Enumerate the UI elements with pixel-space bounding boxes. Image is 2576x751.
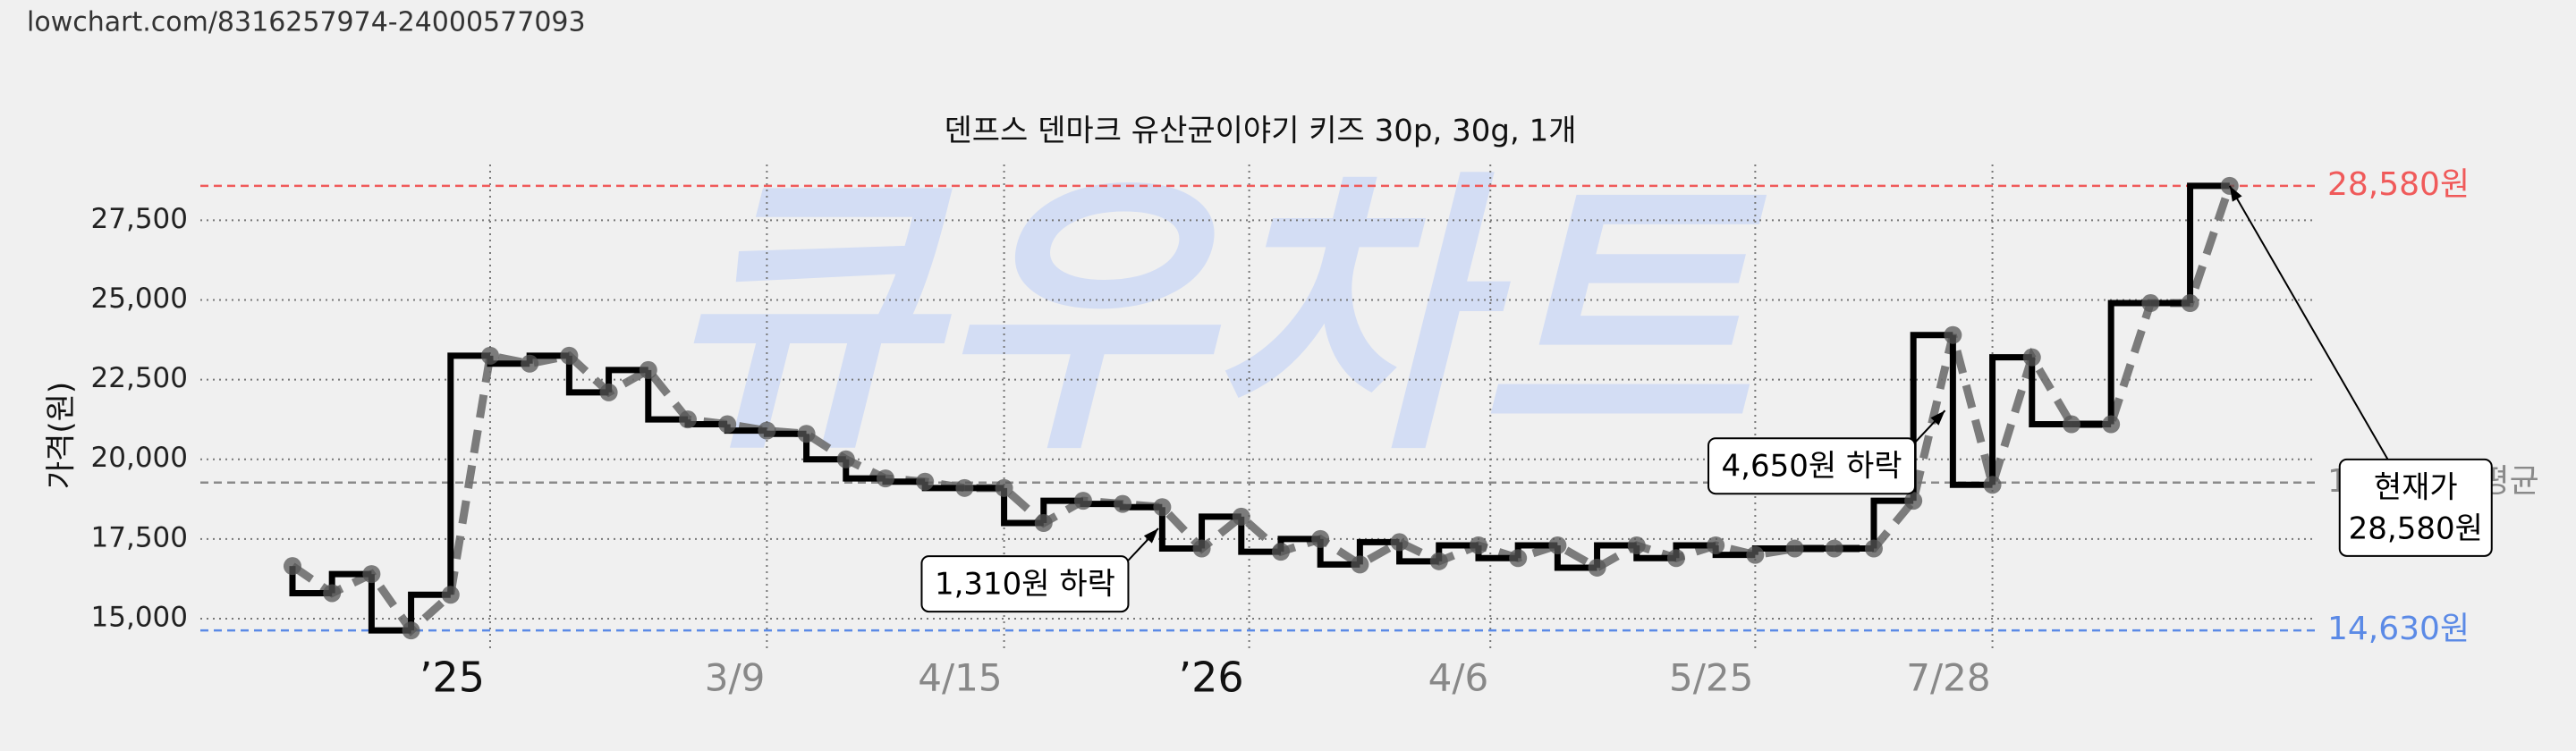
point — [955, 478, 974, 497]
point — [639, 360, 657, 379]
reference-label: 28,580원 — [2327, 166, 2470, 203]
annotation-box — [2338, 458, 2493, 557]
x-tick-label: 5/25 — [1669, 656, 1753, 700]
point — [1271, 543, 1290, 561]
point — [1548, 536, 1567, 554]
annotation-arrow — [2228, 185, 2390, 462]
point — [2181, 294, 2199, 313]
point — [758, 421, 776, 440]
step-segment — [2107, 300, 2151, 425]
annotation-text: 4,650원 하락 — [1722, 449, 1902, 485]
step-segment — [1199, 513, 1241, 549]
point — [1864, 539, 1883, 558]
point — [1666, 549, 1685, 568]
y-tick-label: 25,000 — [91, 283, 188, 315]
step-segment — [1870, 497, 1914, 549]
url: lowchart.com/8316257974-24000577093 — [27, 7, 586, 38]
point — [1034, 514, 1053, 533]
point — [1429, 552, 1448, 570]
point — [2102, 415, 2121, 434]
step-segment — [447, 352, 490, 595]
point — [402, 621, 420, 640]
annotation-box — [920, 555, 1130, 613]
point — [1944, 325, 1962, 344]
step-segment — [1001, 487, 1044, 527]
point — [1232, 507, 1250, 526]
point — [1390, 533, 1409, 552]
point — [599, 383, 618, 401]
point — [1192, 539, 1211, 558]
point — [718, 415, 737, 434]
point — [995, 478, 1013, 497]
point — [521, 354, 539, 373]
step-segment — [1238, 516, 1281, 555]
point — [1627, 536, 1646, 554]
point — [283, 557, 301, 576]
point — [1153, 498, 1172, 517]
y-axis-label: 가격(원) — [44, 382, 80, 489]
point — [560, 346, 579, 365]
watermark: 큐우차트 — [665, 147, 1770, 490]
point — [1469, 536, 1487, 554]
step-segment — [408, 591, 451, 631]
point — [2141, 294, 2160, 313]
point — [678, 410, 697, 429]
point — [1707, 536, 1725, 554]
point — [2062, 415, 2080, 434]
point — [916, 472, 935, 491]
step-segment — [368, 574, 411, 634]
step-segment — [2187, 182, 2230, 304]
point — [1114, 494, 1132, 513]
chart-title: 덴프스 덴마크 유산균이야기 키즈 30p, 30g, 1개 — [945, 114, 1577, 149]
step-segment — [1989, 354, 2032, 485]
point — [1073, 492, 1092, 511]
annotation-text: 현재가 — [2374, 469, 2458, 505]
y-tick-label: 22,500 — [91, 362, 188, 394]
step-segment — [1158, 507, 1202, 553]
step-segment — [565, 355, 609, 396]
annotation-box — [1707, 437, 1917, 495]
annotation-text: 28,580원 — [2349, 511, 2483, 546]
step-segment — [2029, 357, 2072, 428]
annotation-text: 1,310원 하락 — [935, 567, 1115, 603]
point — [1785, 539, 1804, 558]
step-segment — [289, 566, 333, 596]
point — [1509, 549, 1528, 568]
y-tick-label: 20,000 — [91, 442, 188, 474]
step-segment — [645, 369, 688, 423]
x-tick-label: ’26 — [1178, 654, 1243, 702]
point — [876, 469, 894, 488]
point — [1904, 492, 1923, 511]
point — [1588, 558, 1606, 577]
step-segment — [1949, 334, 1993, 488]
point — [797, 425, 816, 443]
point — [480, 346, 499, 365]
point — [1825, 539, 1843, 558]
x-tick-label: 7/28 — [1906, 656, 1990, 700]
x-tick-label: 4/15 — [918, 656, 1002, 700]
point — [1746, 545, 1765, 564]
trend-line — [290, 184, 2234, 637]
arrow-head — [2229, 185, 2242, 202]
point — [323, 584, 342, 603]
point — [1311, 529, 1330, 548]
point — [2022, 348, 2041, 367]
y-tick-label: 17,500 — [91, 521, 188, 553]
x-tick-label: ’25 — [419, 654, 485, 702]
point — [362, 565, 381, 584]
point — [836, 450, 855, 468]
point — [1983, 476, 2002, 494]
arrow-head — [1143, 528, 1158, 544]
y-tick-label: 27,500 — [91, 203, 188, 235]
arrow-head — [1930, 410, 1945, 426]
y-tick-label: 15,000 — [91, 601, 188, 633]
x-tick-label: 4/6 — [1428, 656, 1489, 700]
point — [441, 586, 460, 604]
point — [1351, 555, 1369, 574]
x-tick-label: 3/9 — [705, 656, 766, 700]
reference-label: 14,630원 — [2327, 611, 2470, 647]
